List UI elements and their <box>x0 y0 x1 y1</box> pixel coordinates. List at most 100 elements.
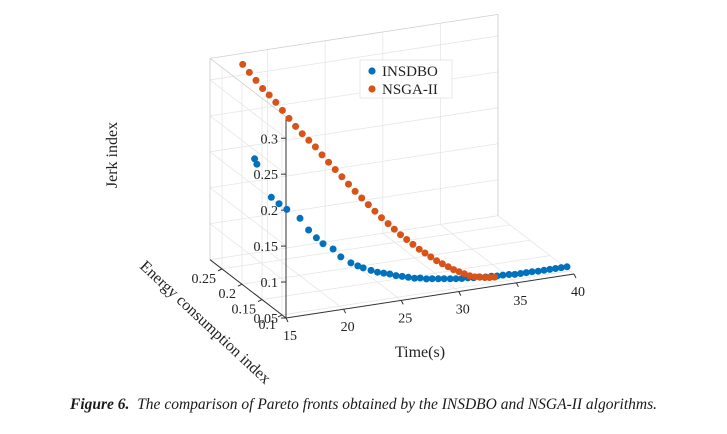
data-point-insdbo <box>398 272 406 280</box>
data-point-insdbo <box>354 262 362 270</box>
legend-marker-nsga-ii <box>368 85 376 93</box>
data-point-insdbo <box>275 200 283 208</box>
data-point-nsga-ii <box>397 231 404 239</box>
data-point-nsga-ii <box>272 98 280 106</box>
y-tick-label: 0.25 <box>192 272 217 287</box>
figure-caption: Figure 6. The comparison of Pareto front… <box>0 396 727 414</box>
y-tick-label: 0.2 <box>219 287 237 302</box>
x-tick-label: 15 <box>283 329 297 344</box>
data-point-insdbo <box>359 264 367 272</box>
data-point-nsga-ii <box>278 106 286 114</box>
data-point-insdbo <box>392 272 400 280</box>
data-point-nsga-ii <box>292 122 300 130</box>
data-point-nsga-ii <box>403 236 411 243</box>
data-point-insdbo <box>540 266 548 274</box>
grid-line-z-sidewall <box>209 223 287 283</box>
grid-line-z-backwall <box>209 215 499 261</box>
z-tick-label: 0.05 <box>254 312 279 327</box>
grid <box>209 13 575 319</box>
data-point-nsga-ii <box>351 187 359 195</box>
data-point-nsga-ii <box>444 263 452 271</box>
data-point-nsga-ii <box>371 207 379 215</box>
data-point-insdbo <box>253 160 261 168</box>
data-point-insdbo <box>557 264 565 272</box>
data-point-nsga-ii <box>421 249 429 257</box>
data-point-insdbo <box>337 253 345 261</box>
grid-line-x-floor <box>267 250 344 310</box>
box-edge-top-side <box>209 58 287 117</box>
data-point-insdbo <box>499 271 507 279</box>
z-tick-label: 0.2 <box>261 204 279 219</box>
data-point-nsga-ii <box>450 266 458 274</box>
data-point-nsga-ii <box>476 273 484 281</box>
y-axis-line <box>209 259 287 319</box>
data-point-nsga-ii <box>298 130 306 138</box>
data-point-insdbo <box>434 275 442 283</box>
data-point-insdbo <box>446 275 454 283</box>
x-tick-label: 20 <box>341 320 355 335</box>
grid-line-x-floor <box>382 232 460 292</box>
tick-labels: 1520253035400.10.150.20.250.050.10.150.2… <box>192 132 586 344</box>
grid-line-y-floor <box>241 239 531 285</box>
x-tick-mark <box>458 291 462 296</box>
figure-caption-text: The comparison of Pareto fronts obtained… <box>137 396 657 413</box>
legend: INSDBO NSGA-II <box>359 59 453 99</box>
z-tick-label: 0.25 <box>254 168 279 183</box>
data-point-nsga-ii <box>486 274 493 281</box>
grid-line-z-backwall <box>209 107 499 153</box>
data-point-insdbo <box>319 240 327 248</box>
data-point-insdbo <box>374 268 381 276</box>
data-point-nsga-ii <box>438 260 446 268</box>
data-point-nsga-ii <box>285 114 293 122</box>
data-point-nsga-ii <box>265 91 273 99</box>
data-point-nsga-ii <box>364 201 372 209</box>
data-point-nsga-ii <box>305 136 313 144</box>
data-point-nsga-ii <box>252 76 260 84</box>
data-point-nsga-ii <box>358 194 366 202</box>
z-axis-title: Jerk index <box>104 122 121 188</box>
y-tick-label: 0.1 <box>259 318 277 333</box>
z-tick-label: 0.1 <box>261 276 279 291</box>
data-point-insdbo <box>517 270 525 277</box>
y-tick-mark <box>277 314 283 318</box>
data-point-insdbo <box>251 155 259 163</box>
data-point-insdbo <box>505 271 513 278</box>
grid-line-z-sidewall <box>209 151 287 211</box>
data-point-insdbo <box>329 245 337 253</box>
data-point-insdbo <box>552 265 559 272</box>
data-point-insdbo <box>347 259 355 267</box>
x-tick-mark <box>343 308 347 314</box>
grid-line-z-sidewall <box>209 187 287 247</box>
data-point-nsga-ii <box>455 268 463 276</box>
x-tick-mark <box>400 300 404 305</box>
data-point-nsga-ii <box>259 85 267 92</box>
data-point-insdbo <box>386 270 394 278</box>
data-point-nsga-ii <box>384 220 392 228</box>
x-tick-mark <box>515 282 519 288</box>
data-point-nsga-ii <box>415 245 423 253</box>
data-point-insdbo <box>563 263 571 271</box>
data-point-nsga-ii <box>427 253 435 261</box>
data-point-insdbo <box>267 193 275 201</box>
grid-line-z-backwall <box>209 35 499 81</box>
data-point-insdbo <box>283 205 291 213</box>
grid-line-z-backwall <box>209 179 499 225</box>
axes <box>209 116 577 323</box>
x-tick-label: 40 <box>571 285 585 300</box>
x-tick-mark <box>573 273 577 279</box>
data-point-insdbo <box>440 275 448 283</box>
data-point-nsga-ii <box>311 143 319 151</box>
data-point-nsga-ii <box>390 225 398 233</box>
data-point-insdbo <box>296 214 304 222</box>
data-point-nsga-ii <box>471 273 479 281</box>
x-tick-mark <box>285 317 289 323</box>
legend-box <box>359 59 453 99</box>
data-point-nsga-ii <box>245 68 253 76</box>
data-point-insdbo <box>305 226 313 234</box>
z-tick-label: 0.3 <box>261 132 279 147</box>
legend-label-insdbo: INSDBO <box>382 64 438 80</box>
data-point-insdbo <box>528 268 536 276</box>
z-tick-label: 0.15 <box>254 240 279 255</box>
data-point-insdbo <box>452 275 460 283</box>
